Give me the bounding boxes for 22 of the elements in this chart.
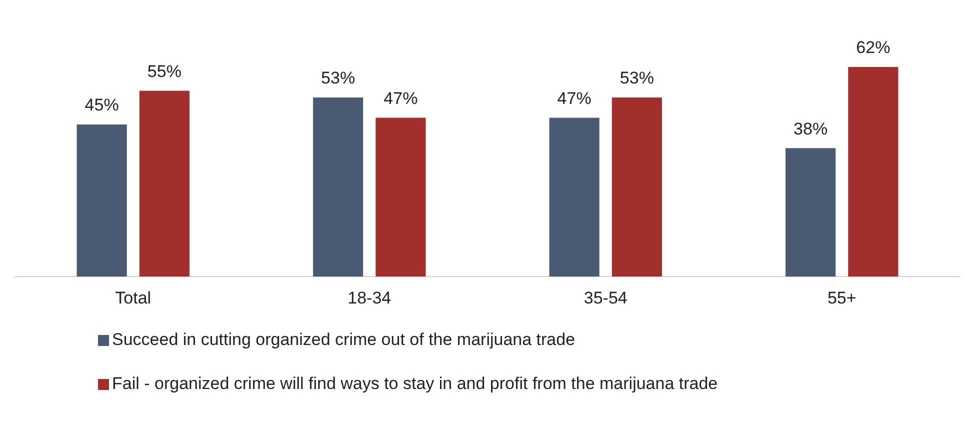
- x-tick-label: 18-34: [348, 288, 392, 308]
- data-label: 53%: [321, 68, 356, 88]
- legend-label: Fail - organized crime will find ways to stay in and profit from the marijuana trade: [112, 374, 718, 394]
- x-tick-label: Total: [115, 288, 152, 308]
- bar: [313, 97, 364, 277]
- bar: [549, 118, 600, 277]
- data-label: 53%: [620, 68, 654, 88]
- data-label: 47%: [384, 88, 418, 108]
- bar: [376, 118, 426, 277]
- x-tick-label: 55+: [827, 288, 856, 308]
- data-label: 62%: [856, 38, 890, 58]
- bar: [76, 124, 127, 277]
- data-label: 47%: [557, 88, 592, 108]
- bar: [848, 67, 898, 277]
- legend-label: Succeed in cutting organized crime out of the marijuana trade: [112, 330, 576, 350]
- x-tick-label: 35-54: [584, 288, 628, 308]
- bar: [139, 90, 190, 277]
- data-label: 38%: [794, 119, 828, 138]
- data-label: 45%: [84, 96, 119, 115]
- bar: [786, 148, 836, 277]
- data-label: 55%: [147, 62, 182, 81]
- bar: [612, 97, 662, 277]
